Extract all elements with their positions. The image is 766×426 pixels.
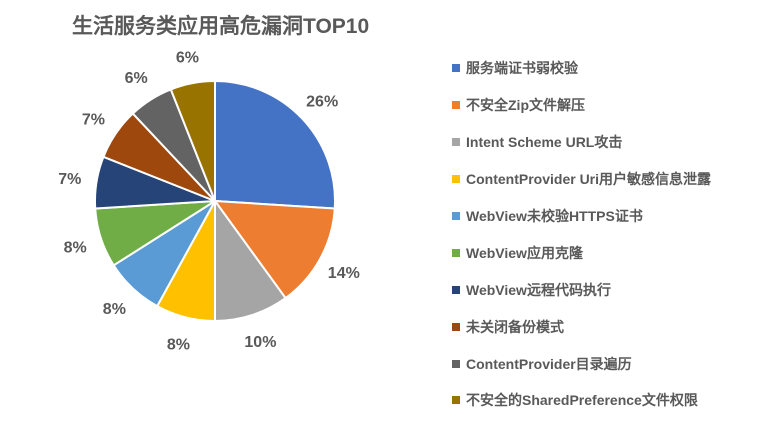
- legend-swatch-7: [452, 285, 460, 294]
- legend-item-9: ContentProvider目录遍历: [452, 345, 762, 382]
- pie-label-8: 7%: [82, 111, 105, 128]
- pie-label-2: 14%: [328, 265, 360, 282]
- legend-swatch-10: [452, 396, 460, 405]
- legend-item-5: WebView未校验HTTPS证书: [452, 198, 762, 235]
- pie-label-3: 10%: [244, 334, 276, 351]
- pie-label-7: 7%: [58, 171, 81, 188]
- legend-label-1: 服务端证书弱校验: [466, 60, 578, 77]
- legend-label-5: WebView未校验HTTPS证书: [466, 208, 643, 224]
- legend-item-4: ContentProvider Uri用户敏感信息泄露: [452, 161, 762, 198]
- pie-slice-3: [214, 197, 287, 323]
- legend-swatch-3: [452, 138, 460, 147]
- legend-swatch-4: [452, 175, 460, 184]
- legend-swatch-5: [452, 212, 460, 220]
- pie-label-6: 8%: [64, 239, 87, 256]
- legend-item-10: 不安全的SharedPreference文件权限: [452, 382, 762, 419]
- pie-slice-2: [212, 199, 336, 300]
- legend-item-1: 服务端证书弱校验: [452, 50, 762, 87]
- legend-label-8: 未关闭备份模式: [466, 318, 564, 335]
- legend-label-4: ContentProvider Uri用户敏感信息泄露: [466, 171, 712, 188]
- pie-label-1: 26%: [306, 93, 338, 110]
- pie-label-9: 6%: [125, 70, 148, 87]
- chart-legend: 服务端证书弱校验 不安全Zip文件解压 Intent Scheme URL攻击 Con…: [452, 50, 762, 419]
- legend-swatch-1: [452, 64, 460, 73]
- legend-swatch-6: [452, 248, 460, 257]
- legend-label-10: 不安全的SharedPreference文件权限: [466, 392, 698, 409]
- pie-label-10: 6%: [176, 50, 199, 67]
- legend-swatch-9: [452, 359, 460, 368]
- legend-label-7: WebView远程代码执行: [466, 281, 611, 298]
- pie-slice-1: [214, 79, 336, 210]
- pie-label-5: 8%: [103, 301, 126, 318]
- legend-item-6: WebView应用克隆: [452, 234, 762, 271]
- legend-item-8: 未关闭备份模式: [452, 308, 762, 345]
- legend-label-2: 不安全Zip文件解压: [466, 97, 585, 114]
- legend-item-2: 不安全Zip文件解压: [452, 87, 762, 124]
- legend-label-6: WebView应用克隆: [466, 244, 583, 261]
- chart-title: 生活服务类应用高危漏洞TOP10: [72, 15, 370, 38]
- legend-label-9: ContentProvider目录遍历: [466, 355, 632, 372]
- legend-item-7: WebView远程代码执行: [452, 271, 762, 308]
- legend-swatch-8: [452, 322, 460, 331]
- pie-label-4: 8%: [167, 336, 190, 353]
- pie-slice-10: [169, 79, 216, 202]
- legend-swatch-2: [452, 101, 460, 110]
- legend-label-3: Intent Scheme URL攻击: [466, 134, 623, 151]
- legend-item-3: Intent Scheme URL攻击: [452, 124, 762, 161]
